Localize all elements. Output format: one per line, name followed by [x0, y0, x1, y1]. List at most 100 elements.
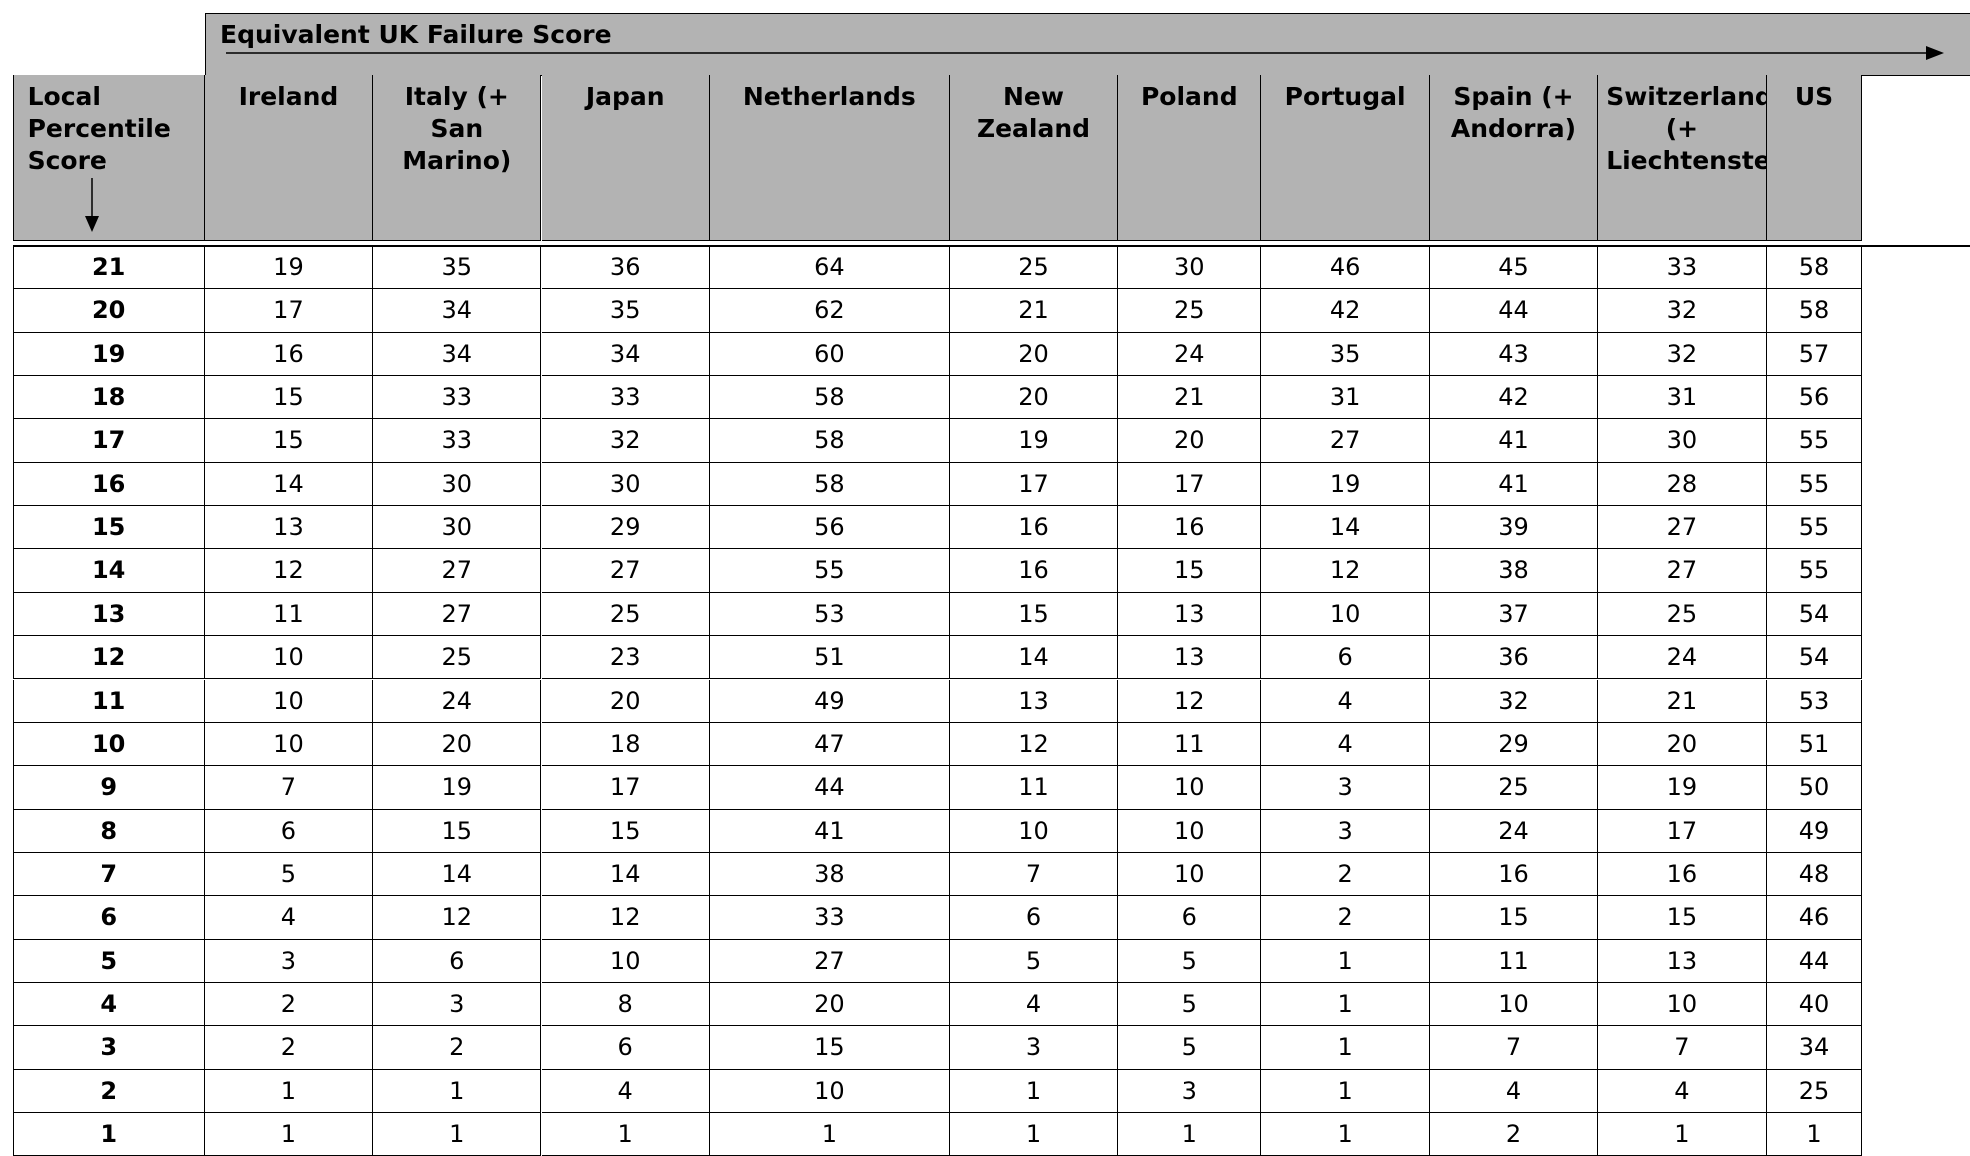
table-cell: 39 — [1429, 506, 1599, 550]
table-cell: 27 — [373, 549, 542, 593]
table-cell: 12 — [204, 549, 374, 593]
table-cell: 5 — [1118, 982, 1262, 1027]
table-cell: 20 — [1598, 722, 1767, 767]
table-cell: 11 — [949, 766, 1119, 810]
table-cell: 10 — [1118, 852, 1262, 897]
table-cell: 16 — [949, 506, 1119, 550]
table-cell: 47 — [709, 722, 950, 767]
column-header: Portugal — [1261, 75, 1430, 242]
table-cell: 10 — [949, 809, 1119, 853]
table-cell: 1 — [541, 1113, 710, 1156]
table-cell: 17 — [204, 289, 374, 333]
table-cell: 3 — [1261, 809, 1430, 853]
table-cell: 3 — [373, 982, 542, 1027]
table-cell: 11 — [1429, 939, 1599, 983]
table-cell: 1 — [373, 1069, 542, 1113]
table-cell: 51 — [1766, 722, 1863, 767]
table-cell: 17 — [949, 462, 1119, 507]
table-cell: 14 — [949, 636, 1119, 680]
table-cell: 32 — [1429, 679, 1599, 723]
table-cell: 55 — [709, 549, 950, 593]
table-cell: 30 — [1118, 246, 1262, 290]
table-cell: 16 — [1118, 506, 1262, 550]
table-cell: 1 — [1261, 1113, 1430, 1156]
table-cell: 14 — [541, 852, 710, 897]
table-cell: 2 — [1429, 1113, 1599, 1156]
table-cell: 43 — [1429, 332, 1599, 377]
table-cell: 57 — [1766, 332, 1863, 377]
table-cell: 15 — [204, 376, 374, 420]
row-label: 13 — [12, 592, 205, 637]
table-cell: 10 — [1429, 982, 1599, 1027]
table-cell: 55 — [1766, 462, 1863, 507]
table-cell: 17 — [1118, 462, 1262, 507]
table-cell: 27 — [373, 592, 542, 637]
table-cell: 6 — [204, 809, 374, 853]
column-header: New Zealand — [949, 75, 1119, 242]
table-cell: 19 — [1261, 462, 1430, 507]
table-cell: 13 — [1598, 939, 1767, 983]
table-cell: 64 — [709, 246, 950, 290]
table-cell: 6 — [1118, 896, 1262, 940]
table-cell: 34 — [373, 289, 542, 333]
row-label: 9 — [12, 766, 205, 810]
row-label: 5 — [12, 939, 205, 983]
table-cell: 30 — [373, 462, 542, 507]
table-cell: 25 — [1429, 766, 1599, 810]
table-cell: 36 — [1429, 636, 1599, 680]
table-cell: 16 — [1598, 852, 1767, 897]
row-label: 12 — [12, 636, 205, 680]
row-label: 10 — [12, 722, 205, 767]
table-cell: 32 — [541, 419, 710, 463]
table-cell: 10 — [1118, 809, 1262, 853]
table-cell: 32 — [1598, 332, 1767, 377]
table-cell: 24 — [373, 679, 542, 723]
table-cell: 44 — [1429, 289, 1599, 333]
table-cell: 60 — [709, 332, 950, 377]
table-cell: 45 — [1429, 246, 1599, 290]
table-cell: 58 — [1766, 289, 1863, 333]
table-cell: 13 — [1118, 592, 1262, 637]
table-cell: 34 — [373, 332, 542, 377]
table-cell: 19 — [373, 766, 542, 810]
row-label: 20 — [12, 289, 205, 333]
table-cell: 6 — [541, 1026, 710, 1070]
row-label: 4 — [12, 982, 205, 1027]
table-cell: 7 — [1429, 1026, 1599, 1070]
table-cell: 35 — [541, 289, 710, 333]
row-label: 21 — [12, 246, 205, 290]
table-cell: 27 — [541, 549, 710, 593]
table-cell: 56 — [709, 506, 950, 550]
table-cell: 33 — [541, 376, 710, 420]
table-cell: 15 — [204, 419, 374, 463]
table-cell: 15 — [1429, 896, 1599, 940]
table-cell: 24 — [1598, 636, 1767, 680]
column-header: Poland — [1118, 75, 1262, 242]
column-header: Italy (+ San Marino) — [373, 75, 542, 242]
table-cell: 15 — [1118, 549, 1262, 593]
table-cell: 17 — [1598, 809, 1767, 853]
row-label: 2 — [12, 1069, 205, 1113]
table-cell: 20 — [949, 376, 1119, 420]
table-cell: 1 — [949, 1113, 1119, 1156]
table-cell: 16 — [204, 332, 374, 377]
table-cell: 36 — [541, 246, 710, 290]
column-header: Japan — [541, 75, 710, 242]
table-cell: 31 — [1261, 376, 1430, 420]
table-cell: 7 — [204, 766, 374, 810]
table-cell: 55 — [1766, 506, 1863, 550]
table-cell: 49 — [709, 679, 950, 723]
table-cell: 13 — [949, 679, 1119, 723]
table-cell: 46 — [1261, 246, 1430, 290]
table-cell: 2 — [373, 1026, 542, 1070]
table-cell: 25 — [1766, 1069, 1863, 1113]
table-cell: 25 — [949, 246, 1119, 290]
table-cell: 25 — [1598, 592, 1767, 637]
table-cell: 7 — [949, 852, 1119, 897]
row-label: 6 — [12, 896, 205, 940]
table-cell: 55 — [1766, 549, 1863, 593]
row-label: 3 — [12, 1026, 205, 1070]
table-cell: 44 — [709, 766, 950, 810]
table-cell: 10 — [541, 939, 710, 983]
